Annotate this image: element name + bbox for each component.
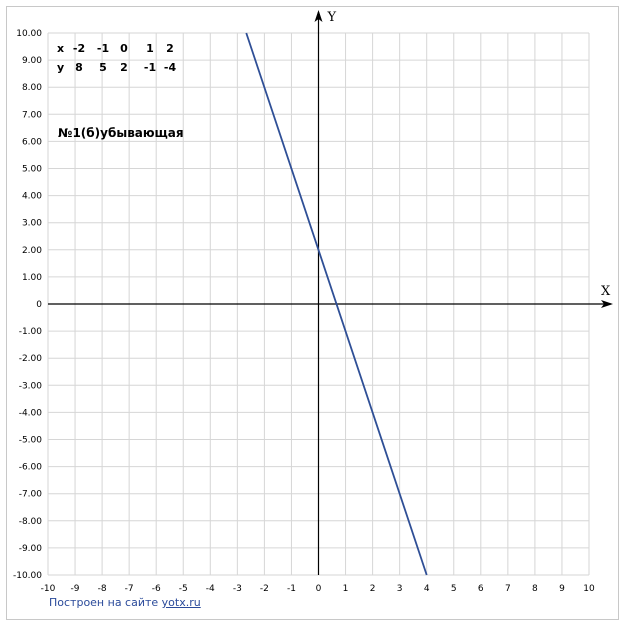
- chart-frame: [6, 6, 619, 620]
- x-tick-label: 8: [532, 584, 538, 594]
- y-axis-arrow: [314, 10, 323, 22]
- y-tick-label: 4.00: [22, 192, 42, 202]
- x-tick-label: -7: [125, 584, 134, 594]
- x-tick-label: 9: [559, 584, 565, 594]
- x-tick-label: -1: [287, 584, 296, 594]
- y-tick-label: 8.00: [22, 83, 42, 93]
- y-tick-label: -10.00: [13, 571, 42, 581]
- series-layer: [245, 32, 428, 576]
- credit-link[interactable]: yotx.ru: [161, 596, 201, 609]
- value-table: x -2 -1 0 1 2y 8 5 2 -1 -4: [57, 42, 176, 74]
- tick-labels: -10 -9 -8 -7 -6 -5 -4 -3 -2 -1 0 1 2 3 4 5 6 7 8 9 1010.009.…: [13, 29, 595, 594]
- value-table-y-cell: -4: [164, 61, 177, 74]
- x-tick-label: -3: [233, 584, 242, 594]
- value-table-x-cell: 1: [146, 42, 154, 55]
- x-tick-label: -9: [71, 584, 80, 594]
- value-table-y-cell: -1: [144, 61, 156, 74]
- y-tick-label: 9.00: [22, 56, 42, 66]
- value-table-x-cell: 2: [166, 42, 174, 55]
- x-tick-label: -6: [152, 584, 161, 594]
- x-tick-label: -10: [41, 584, 56, 594]
- x-tick-label: 6: [478, 584, 484, 594]
- x-tick-label: 3: [397, 584, 403, 594]
- value-table-y-cell: y: [57, 61, 64, 74]
- y-tick-label: -9.00: [19, 544, 43, 554]
- x-tick-label: 2: [370, 584, 376, 594]
- x-tick-label: 1: [343, 584, 349, 594]
- y-tick-label: -8.00: [19, 517, 43, 527]
- value-table-x-cell: -2: [73, 42, 85, 55]
- value-table-y-cell: 2: [120, 61, 128, 74]
- x-tick-label: -8: [98, 584, 107, 594]
- y-tick-label: 7.00: [22, 110, 42, 120]
- x-tick-label: -2: [260, 584, 269, 594]
- y-tick-label: -1.00: [19, 327, 43, 337]
- y-tick-label: 3.00: [22, 219, 42, 229]
- y-axis-name: Y: [327, 10, 337, 25]
- y-tick-label: -6.00: [19, 463, 43, 473]
- x-tick-label: -5: [179, 584, 188, 594]
- y-tick-label: -7.00: [19, 490, 43, 500]
- x-tick-label: 7: [505, 584, 511, 594]
- y-tick-label: 1.00: [22, 273, 42, 283]
- y-tick-label: 5.00: [22, 165, 42, 175]
- credit-footer: Построен на сайте yotx.ru: [49, 596, 201, 609]
- credit-text: Построен на сайте: [49, 596, 159, 609]
- value-table-y-cell: 8: [75, 61, 83, 74]
- chart-annotation: №1(б)убывающая: [58, 126, 184, 140]
- value-table-x-cell: -1: [97, 42, 109, 55]
- y-tick-label: 10.00: [16, 29, 42, 39]
- series-line: [245, 32, 428, 576]
- y-tick-label: 6.00: [22, 137, 42, 147]
- value-table-y-cell: 5: [99, 61, 107, 74]
- y-tick-label: -2.00: [19, 354, 43, 364]
- value-table-x-cell: 0: [120, 42, 128, 55]
- axes: [48, 10, 613, 575]
- x-tick-label: 5: [451, 584, 457, 594]
- x-tick-label: 0: [316, 584, 322, 594]
- x-tick-label: 10: [583, 584, 595, 594]
- y-tick-label: -4.00: [19, 408, 43, 418]
- value-table-x-cell: x: [57, 42, 64, 55]
- x-tick-label: 4: [424, 584, 430, 594]
- x-tick-label: -4: [206, 584, 215, 594]
- y-tick-label: -5.00: [19, 436, 43, 446]
- y-tick-label: 2.00: [22, 246, 42, 256]
- y-tick-label: 0: [36, 300, 42, 310]
- y-tick-label: -3.00: [19, 381, 43, 391]
- x-axis-name: X: [601, 284, 611, 299]
- x-axis-arrow: [601, 300, 613, 308]
